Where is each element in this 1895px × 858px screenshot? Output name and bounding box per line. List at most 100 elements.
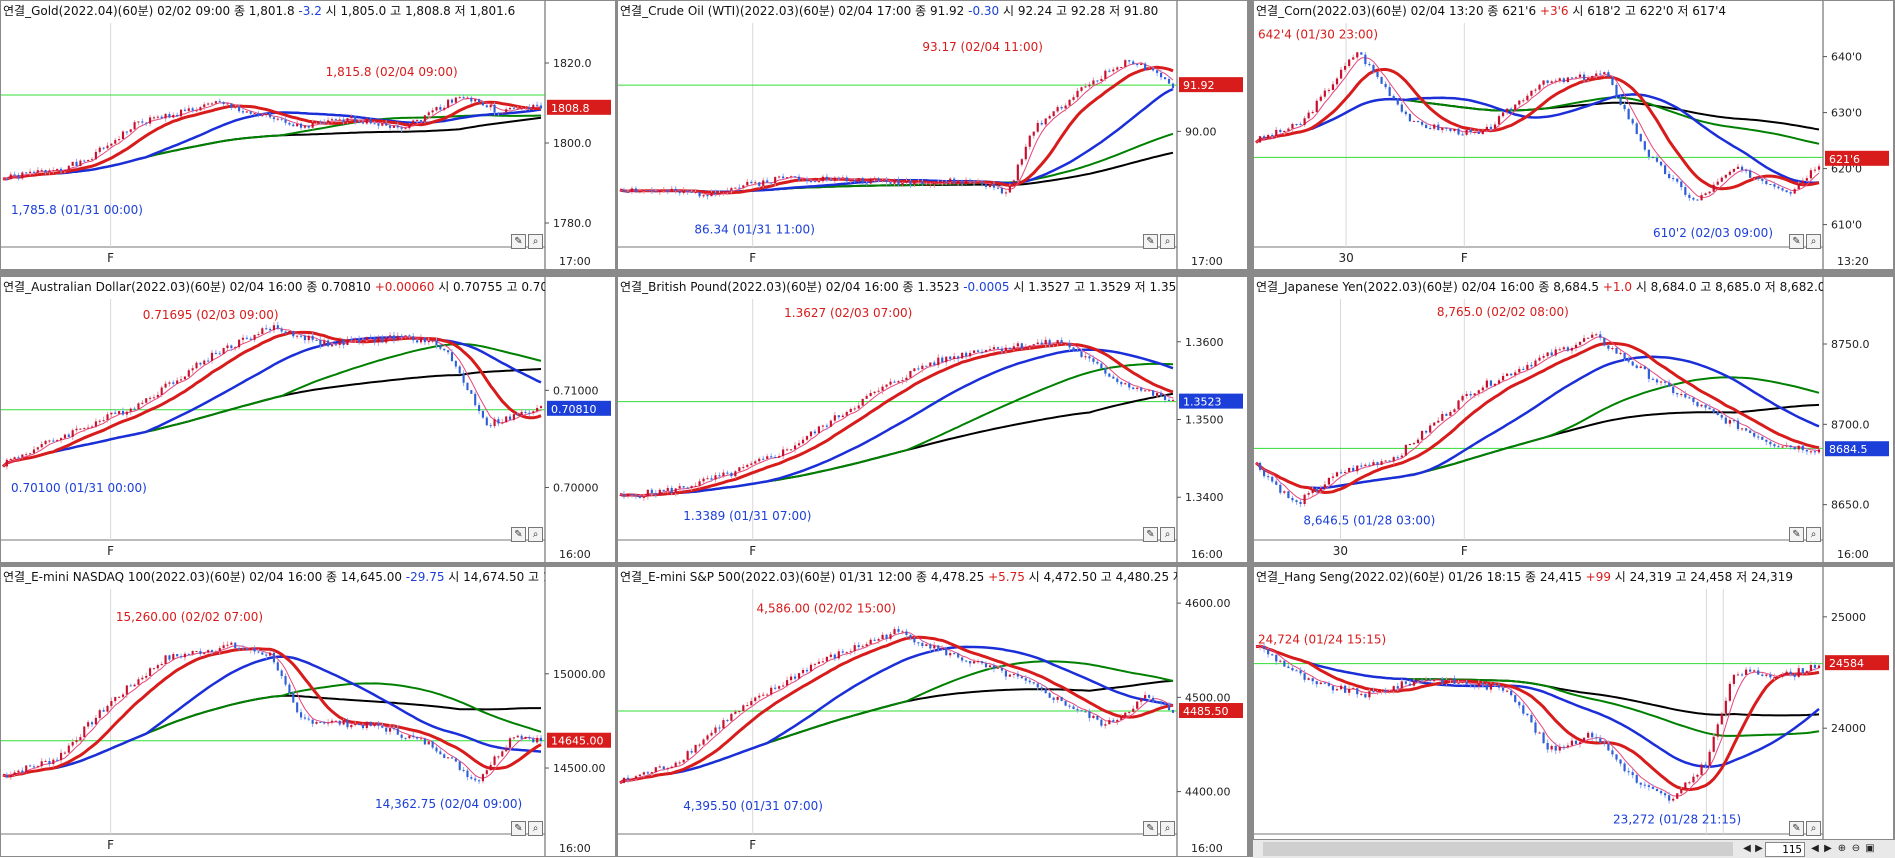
candle	[1258, 136, 1262, 143]
candle	[1805, 671, 1808, 673]
zoom-input[interactable]: 115	[1765, 842, 1805, 857]
candle	[801, 179, 805, 181]
zoom-in-icon[interactable]: ⊕	[1837, 843, 1847, 854]
candle	[1777, 186, 1780, 189]
header-segment: 연결_British Pound(2022.03)(60분) 02/04 16:…	[620, 280, 964, 294]
candle	[1048, 693, 1051, 698]
next-icon[interactable]: ▶	[1824, 843, 1832, 854]
pencil-icon[interactable]: ✎	[1789, 821, 1804, 836]
chart-panel-es[interactable]: F 4600.00 4500.00 4400.00 4,586.00 (02/02 15…	[618, 567, 1247, 856]
chart-panel-nq[interactable]: F 15000.00 14500.00 15,260.00 (02/02 07:00)…	[1, 567, 615, 856]
candle	[87, 427, 90, 429]
candle	[365, 721, 368, 729]
reset-icon[interactable]: ▣	[1865, 843, 1875, 854]
pencil-icon[interactable]: ✎	[1143, 527, 1158, 542]
candle	[1267, 476, 1270, 478]
pencil-icon[interactable]: ✎	[1789, 527, 1804, 542]
magnifier-icon[interactable]: ⌕	[1160, 821, 1175, 836]
candle	[797, 176, 801, 181]
candle	[734, 471, 737, 477]
pencil-icon[interactable]: ✎	[511, 821, 526, 836]
high-annotation: 24,724 (01/24 15:15)	[1258, 633, 1386, 647]
magnifier-icon[interactable]: ⌕	[528, 527, 543, 542]
pencil-icon[interactable]: ✎	[1789, 234, 1804, 249]
candle	[319, 339, 322, 346]
candle	[29, 765, 32, 767]
x-tick-label: F	[107, 838, 114, 852]
candle	[1291, 123, 1294, 129]
scroll-right-icon[interactable]: ▶	[1755, 843, 1763, 854]
moving-average-line	[2, 336, 542, 468]
candle	[1591, 732, 1594, 738]
y-tick-label: 610'0	[1831, 219, 1862, 232]
candle	[1380, 690, 1383, 692]
candle	[1506, 690, 1509, 692]
candle	[1591, 334, 1594, 338]
candle	[396, 728, 399, 735]
candle	[1465, 129, 1468, 135]
candle	[774, 687, 777, 689]
magnifier-icon[interactable]: ⌕	[1806, 821, 1821, 836]
candle	[766, 456, 769, 459]
candle	[809, 181, 813, 183]
pencil-icon[interactable]: ✎	[511, 527, 526, 542]
candle	[253, 647, 256, 652]
chart-panel-jpy[interactable]: 30 F 8750.0 8700.0 8650.0 8,765.0 (02/02 08:0…	[1254, 277, 1893, 562]
candle	[793, 676, 797, 679]
candle	[1489, 380, 1493, 386]
navigator-minimap[interactable]	[1263, 842, 1733, 856]
chart-panel-gold[interactable]: F 1820.0 1800.0 1780.0 1,815.8 (02/04 09:00)…	[1, 1, 615, 269]
scroll-left-icon[interactable]: ◀	[1743, 843, 1751, 854]
candle	[1315, 681, 1318, 685]
candle	[396, 125, 399, 128]
candle	[1388, 460, 1391, 462]
candle	[183, 376, 186, 380]
magnifier-icon[interactable]: ⌕	[1160, 527, 1175, 542]
chart-toolbar: ✎ ⌕	[1787, 816, 1821, 836]
pencil-icon[interactable]: ✎	[511, 234, 526, 249]
candle	[1084, 86, 1087, 88]
candle	[1080, 351, 1083, 357]
magnifier-icon[interactable]: ⌕	[1806, 234, 1821, 249]
chart-panel-hsi[interactable]: 31F250002400024,724 (01/24 15:15)23,272 …	[1254, 567, 1893, 856]
pencil-icon[interactable]: ✎	[1143, 821, 1158, 836]
candle	[489, 104, 492, 108]
candle	[857, 645, 860, 647]
candle	[1088, 84, 1091, 87]
candle	[1781, 446, 1784, 448]
chart-svg-oil: F 90.00 93.17 (02/04 11:00) 86.34 (01/31 11…	[618, 1, 1243, 269]
candle	[957, 356, 960, 359]
chart-toolbar: ✎ ⌕	[509, 522, 543, 542]
candle	[897, 629, 900, 632]
candle	[1335, 78, 1339, 85]
chart-panel-oil[interactable]: F 90.00 93.17 (02/04 11:00) 86.34 (01/31 11…	[618, 1, 1247, 269]
candle	[1360, 52, 1363, 55]
prev-icon[interactable]: ◀	[1811, 843, 1819, 854]
magnifier-icon[interactable]: ⌕	[1806, 527, 1821, 542]
candle	[674, 488, 677, 493]
navigator-bar[interactable]: ◀ ▶ 115 ◀ ▶ ⊕ ⊖ ▣	[1253, 839, 1895, 858]
chart-panel-gbp[interactable]: F 1.3600 1.3500 1.3400 1.3627 (02/03 07:00) 1…	[618, 277, 1247, 562]
candle	[423, 738, 426, 745]
zoom-out-icon[interactable]: ⊖	[1851, 843, 1861, 854]
chart-panel-corn[interactable]: 30 F 640'0 630'0 620'0 610'0 642'4 (01/30 23:0…	[1254, 1, 1893, 269]
candle	[505, 416, 508, 423]
pencil-icon[interactable]: ✎	[1143, 234, 1158, 249]
candle	[634, 776, 637, 779]
magnifier-icon[interactable]: ⌕	[1160, 234, 1175, 249]
candle	[1684, 394, 1687, 398]
candle	[36, 447, 39, 450]
candle	[722, 192, 725, 194]
candle	[284, 676, 287, 685]
candle	[1327, 683, 1331, 686]
magnifier-icon[interactable]: ⌕	[528, 234, 543, 249]
candle	[315, 339, 318, 341]
magnifier-icon[interactable]: ⌕	[528, 821, 543, 836]
candle	[1587, 732, 1590, 738]
candle	[1542, 80, 1545, 85]
candle	[1008, 185, 1011, 193]
candle	[1163, 77, 1167, 80]
candle	[1797, 445, 1800, 450]
candle	[833, 415, 836, 421]
chart-panel-aud[interactable]: F 0.71000 0.70000 0.71695 (02/03 09:00) 0.70…	[1, 277, 615, 562]
